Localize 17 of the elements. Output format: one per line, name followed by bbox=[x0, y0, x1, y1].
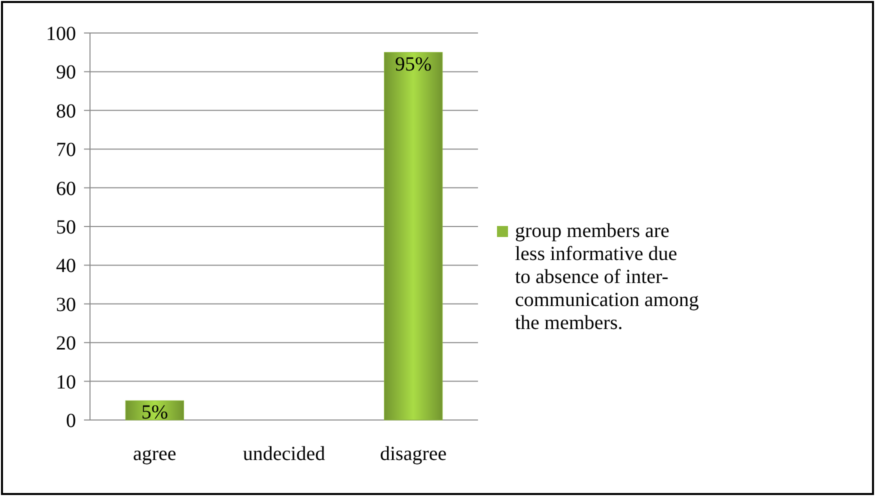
y-tick-label: 60 bbox=[56, 178, 76, 200]
x-tick-label: undecided bbox=[242, 443, 326, 465]
x-tick-label: agree bbox=[133, 443, 176, 465]
y-tick-label: 90 bbox=[56, 62, 76, 84]
y-tick-label: 30 bbox=[56, 294, 76, 316]
data-label: 5% bbox=[141, 402, 168, 424]
x-tick-label: disagree bbox=[380, 443, 447, 465]
legend-label: group members are less informative due to absence of inter-communication among the members. bbox=[515, 220, 699, 334]
y-tick-label: 10 bbox=[56, 371, 76, 394]
y-tick-label: 20 bbox=[56, 332, 76, 355]
y-tick-label: 40 bbox=[56, 255, 76, 278]
y-tick-label: 0 bbox=[66, 410, 76, 432]
y-tick-label: 70 bbox=[56, 139, 76, 162]
y-tick-label: 100 bbox=[46, 23, 76, 45]
y-tick-label: 80 bbox=[56, 100, 76, 122]
y-tick-label: 50 bbox=[56, 216, 76, 238]
data-label: 95% bbox=[394, 53, 432, 76]
